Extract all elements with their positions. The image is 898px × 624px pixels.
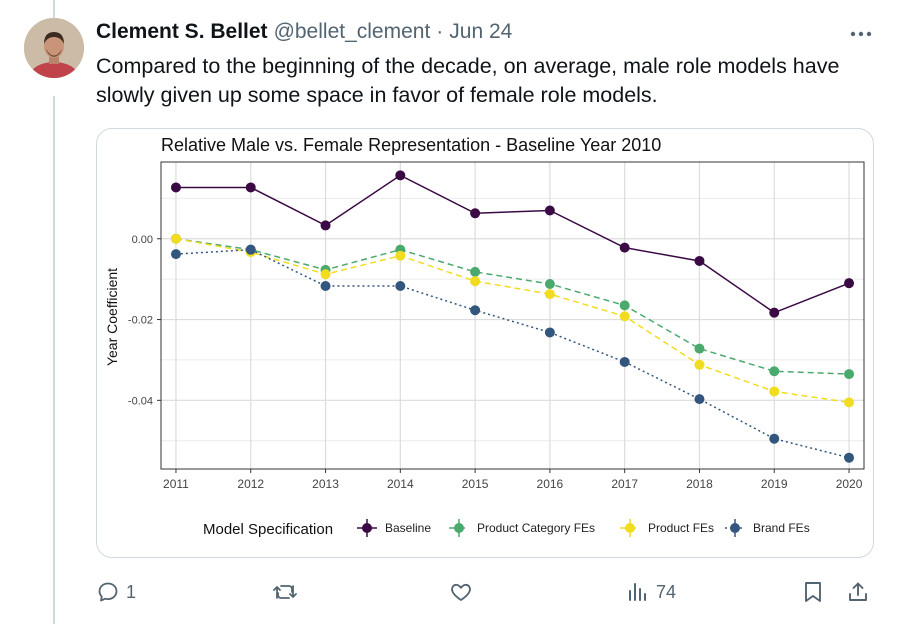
series-line-product-category-fes	[175, 238, 850, 375]
data-point-product-category-fes	[544, 278, 555, 289]
data-point-brand-fes	[844, 452, 855, 463]
display-name[interactable]: Clement S. Bellet	[96, 20, 268, 43]
x-tick-label: 2015	[462, 477, 489, 491]
data-point-baseline	[170, 182, 181, 193]
series-line-product-fes	[175, 238, 850, 404]
repost-button[interactable]	[272, 572, 304, 612]
x-tick-label: 2017	[611, 477, 638, 491]
data-point-product-fes	[470, 276, 481, 287]
bookmark-icon	[805, 582, 821, 602]
data-point-product-fes	[694, 359, 705, 370]
share-button[interactable]	[846, 572, 870, 612]
legend-label-product-category-fes: Product Category FEs	[477, 521, 595, 535]
data-point-baseline	[320, 220, 331, 231]
legend-title: Model Specification	[203, 521, 333, 538]
data-point-baseline	[395, 170, 406, 181]
data-point-product-category-fes	[470, 266, 481, 277]
avatar-image	[24, 18, 84, 78]
tweet-media[interactable]: Relative Male vs. Female Representation …	[96, 128, 874, 558]
x-tick-label: 2014	[387, 477, 414, 491]
data-point-product-fes	[320, 269, 331, 280]
bookmark-button[interactable]	[802, 572, 824, 612]
data-point-baseline	[769, 307, 780, 318]
data-point-brand-fes	[619, 356, 630, 367]
legend-label-brand-fes: Brand FEs	[753, 521, 810, 535]
thread-line	[53, 96, 55, 624]
tweet-text: Compared to the beginning of the decade,…	[96, 54, 840, 107]
views-count: 74	[656, 581, 677, 602]
more-button[interactable]	[846, 22, 876, 46]
views-button[interactable]: 74	[626, 572, 676, 612]
data-point-baseline	[619, 242, 630, 253]
y-tick-label: -0.02	[128, 315, 153, 327]
y-tick-label: 0.00	[132, 234, 153, 246]
data-point-product-category-fes	[694, 343, 705, 354]
reply-icon	[98, 582, 118, 602]
like-icon	[451, 583, 471, 601]
x-tick-label: 2013	[312, 477, 339, 491]
plot-border	[160, 161, 865, 470]
legend-label-baseline: Baseline	[385, 521, 431, 535]
like-button[interactable]	[449, 572, 479, 612]
x-tick-label: 2012	[237, 477, 264, 491]
avatar[interactable]	[24, 18, 84, 78]
x-tick-label: 2016	[537, 477, 564, 491]
data-point-brand-fes	[694, 394, 705, 405]
legend-key-point-brand-fes	[730, 523, 740, 533]
user-handle[interactable]: @bellet_clement	[273, 20, 431, 43]
x-tick-label: 2011	[163, 477, 189, 491]
chart-series	[170, 170, 855, 463]
chart-legend: Model Specification Baseline Product Cate…	[203, 519, 810, 538]
tweet-actions: 1 74	[96, 572, 876, 612]
data-point-product-fes	[544, 289, 555, 300]
series-line-baseline	[175, 174, 850, 314]
data-point-brand-fes	[395, 281, 406, 292]
data-point-product-category-fes	[844, 369, 855, 380]
series-line-brand-fes	[175, 248, 850, 459]
data-point-baseline	[694, 255, 705, 266]
chart: Relative Male vs. Female Representation …	[104, 135, 865, 538]
thread-line-top	[53, 0, 55, 18]
y-tick-labels: 0.00 -0.02 -0.04	[128, 234, 161, 407]
repost-icon	[273, 585, 297, 599]
legend-key-point-product-fes	[625, 523, 635, 533]
legend-key-point-baseline	[362, 523, 372, 533]
data-point-brand-fes	[245, 244, 256, 255]
data-point-brand-fes	[320, 281, 331, 292]
x-tick-labels: 2011 2012 2013 2014 2015 2016 2017 2018 2019 2020	[163, 469, 863, 491]
views-icon	[629, 583, 646, 601]
data-point-product-category-fes	[619, 300, 630, 311]
data-point-baseline	[245, 182, 256, 193]
tweet-header: Clement S. Bellet @bellet_clement · Jun …	[96, 20, 512, 44]
x-tick-label: 2019	[761, 477, 788, 491]
x-tick-label: 2018	[686, 477, 713, 491]
separator-dot: ·	[436, 20, 444, 43]
y-axis-label: Year Coefficient	[104, 268, 120, 366]
data-point-product-fes	[769, 386, 780, 397]
chart-title: Relative Male vs. Female Representation …	[161, 135, 661, 155]
y-tick-label: -0.04	[128, 395, 153, 407]
data-point-product-fes	[844, 397, 855, 408]
chart-grid	[161, 162, 864, 469]
data-point-product-fes	[395, 250, 406, 261]
data-point-brand-fes	[769, 433, 780, 444]
data-point-brand-fes	[544, 327, 555, 338]
data-point-brand-fes	[170, 249, 181, 260]
reply-button[interactable]: 1	[96, 572, 136, 612]
data-point-baseline	[544, 205, 555, 216]
legend-key-point-product-category-fes	[454, 523, 464, 533]
tweet-date[interactable]: Jun 24	[449, 20, 513, 43]
data-point-product-category-fes	[769, 366, 780, 377]
data-point-product-fes	[170, 233, 181, 244]
legend-label-product-fes: Product FEs	[648, 521, 714, 535]
more-horizontal-icon	[850, 31, 872, 37]
x-tick-label: 2020	[836, 477, 863, 491]
share-icon	[849, 582, 867, 601]
data-point-baseline	[844, 278, 855, 289]
data-point-brand-fes	[470, 305, 481, 316]
reply-count: 1	[126, 581, 137, 602]
data-point-baseline	[470, 208, 481, 219]
data-point-product-fes	[619, 311, 630, 322]
